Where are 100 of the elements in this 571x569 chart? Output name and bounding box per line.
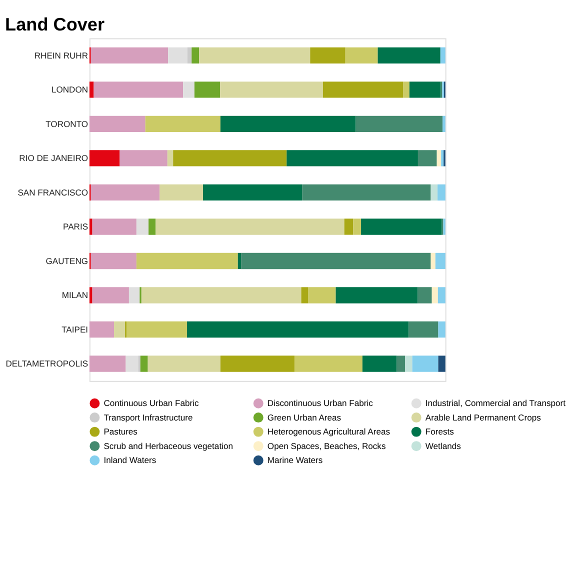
bar <box>187 47 192 64</box>
bar <box>405 356 412 372</box>
y-tick-label: LONDON <box>51 84 88 95</box>
bar <box>438 287 446 304</box>
legend-label: Forests <box>425 426 454 437</box>
bar <box>126 321 187 338</box>
bar <box>199 47 310 64</box>
bar <box>156 218 344 235</box>
bar <box>378 47 440 64</box>
bar <box>92 287 129 304</box>
bar <box>238 252 242 270</box>
bar <box>141 287 302 304</box>
bar <box>336 287 418 304</box>
y-tick-label: RIO DE JANEIRO <box>19 153 88 164</box>
bar <box>345 47 378 64</box>
bar <box>136 218 149 235</box>
bar <box>301 287 308 304</box>
bar <box>90 252 136 270</box>
bar <box>89 356 126 372</box>
legend-label: Inland Waters <box>104 455 156 466</box>
y-tick-label: PARIS <box>63 222 88 232</box>
bar <box>173 150 287 166</box>
bar <box>322 82 404 98</box>
legend-label: Pastures <box>104 426 138 437</box>
bar <box>160 184 203 201</box>
bar <box>442 116 446 132</box>
bar <box>310 47 346 64</box>
bar <box>90 184 160 201</box>
y-tick-label: RHEIN RUHR <box>34 50 88 60</box>
bar <box>183 82 194 98</box>
bar <box>241 252 431 270</box>
bar <box>136 252 238 270</box>
bar <box>89 218 92 235</box>
bar <box>435 252 446 270</box>
bar <box>403 82 410 98</box>
bar <box>114 321 126 338</box>
bar <box>308 287 336 304</box>
legend-label: Industrial, Commercial and Transport <box>425 398 566 408</box>
bar <box>148 356 220 372</box>
bar <box>128 287 140 304</box>
bar <box>438 356 446 372</box>
bar <box>90 47 168 64</box>
bar <box>186 321 409 338</box>
bar <box>302 184 431 201</box>
bar <box>145 116 220 132</box>
bar <box>418 150 437 166</box>
legend-label: Scrub and Herbaceous vegetation <box>104 440 234 451</box>
bar <box>92 218 136 235</box>
bar <box>126 356 138 372</box>
bar <box>286 150 418 166</box>
bar <box>441 150 444 166</box>
y-tick-label: DELTAMETROPOLIS <box>6 358 88 369</box>
legend-label: Transport Infrastructure <box>104 412 193 422</box>
bar <box>356 116 443 132</box>
bar <box>89 82 94 98</box>
bar <box>412 356 438 372</box>
bar <box>89 321 114 338</box>
legend-label: Open Spaces, Beaches, Rocks <box>267 440 386 451</box>
legend-label: Heterogenous Agricultural Areas <box>267 426 390 437</box>
y-tick-label: TAIPEI <box>62 324 88 334</box>
bar <box>89 287 92 304</box>
bar <box>168 47 188 64</box>
bar <box>436 150 442 166</box>
bar <box>89 116 146 132</box>
bar <box>409 82 441 98</box>
bar <box>192 47 200 64</box>
legend-label: Continuous Urban Fabric <box>104 398 200 408</box>
y-tick-label: MILAN <box>62 290 88 300</box>
bar <box>120 150 168 166</box>
bar <box>430 252 436 270</box>
bar <box>220 356 294 372</box>
bar <box>440 47 446 64</box>
bar <box>140 356 148 372</box>
bar <box>202 184 302 201</box>
chart-title: Land Cover <box>5 14 105 35</box>
bar <box>194 82 220 98</box>
bar <box>294 356 362 372</box>
y-tick-label: GAUTENG <box>46 256 88 266</box>
legend-label: Green Urban Areas <box>267 412 342 422</box>
bar <box>94 82 184 98</box>
legend-label: Arable Land Permanent Crops <box>425 412 541 422</box>
bar <box>438 321 446 338</box>
legend-label: Marine Waters <box>267 455 323 466</box>
bar <box>432 287 438 304</box>
y-tick-label: TORONTO <box>46 118 88 129</box>
bar <box>418 287 432 304</box>
legend-label: Discontinuous Urban Fabric <box>267 398 374 408</box>
bar <box>438 184 446 201</box>
bar <box>220 82 323 98</box>
bar <box>89 150 120 166</box>
bar <box>430 184 438 201</box>
legend-label: Wetlands <box>425 440 461 451</box>
bar <box>408 321 438 338</box>
y-tick-label: SAN FRANCISCO <box>18 187 88 198</box>
bar <box>148 218 156 235</box>
bar <box>362 356 397 372</box>
bar <box>344 218 354 235</box>
bar <box>167 150 174 166</box>
bar <box>220 116 356 132</box>
bar <box>353 218 362 235</box>
